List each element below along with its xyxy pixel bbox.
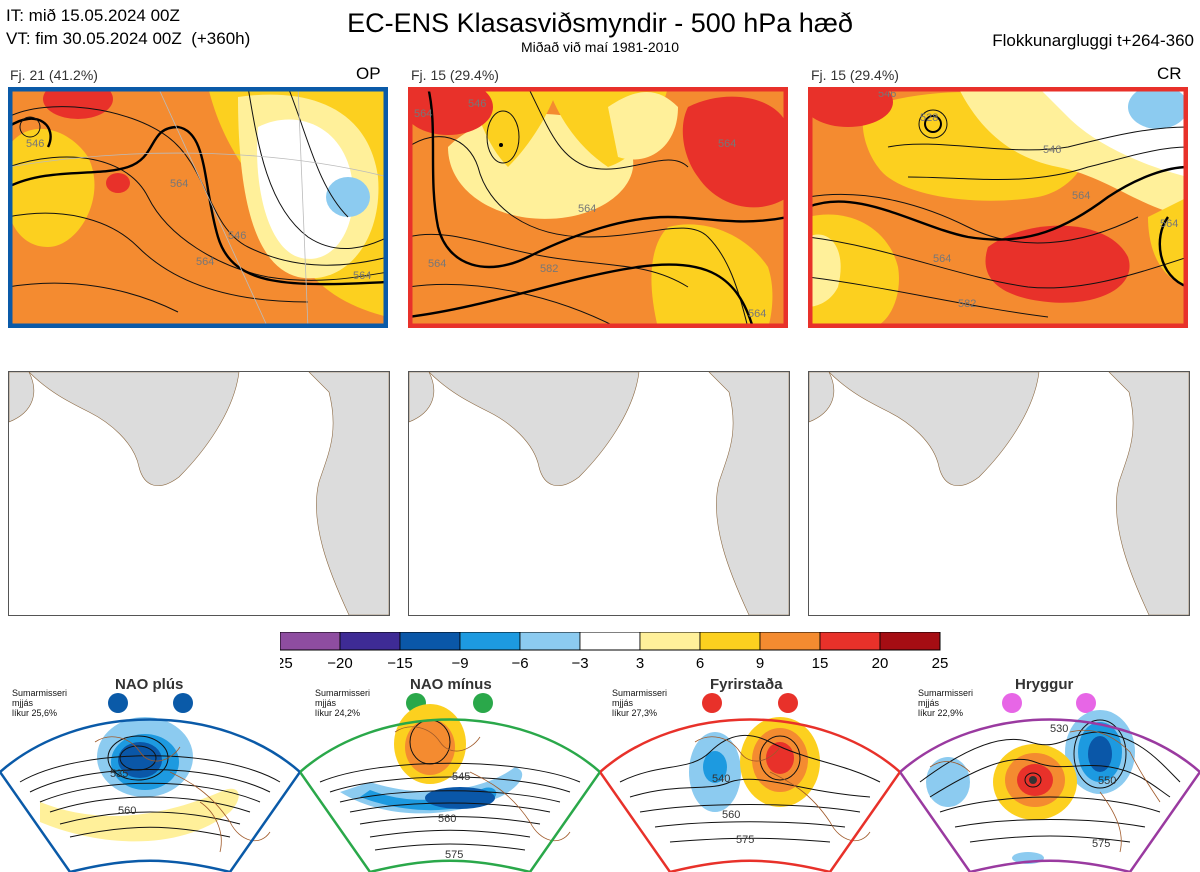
colorbar-tick-label: 15 bbox=[812, 655, 829, 672]
cluster-1-tag: OP bbox=[356, 64, 381, 83]
cluster-3-lower-map bbox=[808, 371, 1190, 616]
colorbar-cell bbox=[459, 631, 521, 651]
regime-blocking-contour-2: 560 bbox=[722, 809, 740, 821]
svg-text:528: 528 bbox=[920, 112, 938, 124]
regime-blocking-note: Sumarmisseri mjjás líkur 27,3% bbox=[612, 688, 668, 718]
colorbar-cells bbox=[279, 631, 941, 651]
svg-text:564: 564 bbox=[414, 108, 432, 120]
colorbar-cell bbox=[339, 631, 401, 651]
svg-text:564: 564 bbox=[170, 178, 188, 190]
cluster-2-lower-map bbox=[408, 371, 790, 616]
svg-text:564: 564 bbox=[353, 270, 371, 282]
colorbar-tick-label: −15 bbox=[387, 655, 412, 672]
regime-ridge-title: Hryggur bbox=[1015, 676, 1074, 693]
svg-text:564: 564 bbox=[718, 138, 736, 150]
colorbar-tick-label: 6 bbox=[696, 655, 704, 672]
colorbar-tick-label: −9 bbox=[451, 655, 468, 672]
colorbar-tick-label: 3 bbox=[636, 655, 644, 672]
cluster-3-tag: CR bbox=[1157, 64, 1182, 83]
colorbar-cell bbox=[879, 631, 941, 651]
regime-nao-plus-title: NAO plús bbox=[115, 676, 184, 693]
svg-text:564: 564 bbox=[578, 203, 596, 215]
colorbar-cell bbox=[819, 631, 881, 651]
svg-text:564: 564 bbox=[196, 256, 214, 268]
header-times: IT: mið 15.05.2024 00Z VT: fim 30.05.202… bbox=[6, 4, 250, 50]
regime-nao-minus-contour-1: 545 bbox=[452, 771, 470, 783]
colorbar-tick-label: −6 bbox=[511, 655, 528, 672]
regime-nao-plus-contour-1: 535 bbox=[110, 768, 128, 780]
page-title: EC-ENS Klasasviðsmyndir - 500 hPa hæð bbox=[347, 8, 853, 38]
regime-nao-minus-contour-3: 575 bbox=[445, 849, 463, 861]
svg-text:564: 564 bbox=[933, 253, 951, 265]
colorbar-tick-label: 25 bbox=[932, 655, 949, 672]
page-subtitle: Miðað við maí 1981-2010 bbox=[521, 39, 679, 55]
svg-text:564: 564 bbox=[1160, 218, 1178, 230]
cluster-2-map: 546 564 564 564 582 564 564 bbox=[408, 87, 788, 328]
svg-text:564: 564 bbox=[428, 258, 446, 270]
svg-text:582: 582 bbox=[540, 263, 558, 275]
colorbar-ticks: −25 −20 −15 −9 −6 −3 3 6 9 15 20 25 bbox=[267, 655, 949, 672]
regime-blocking-contour-3: 575 bbox=[736, 834, 754, 846]
colorbar-cell bbox=[699, 631, 761, 651]
colorbar-cell bbox=[759, 631, 821, 651]
colorbar-tick-label: 20 bbox=[872, 655, 889, 672]
regime-blocking: Fyrirstaða Sumarmisseri mjjás líkur 27,3… bbox=[600, 672, 900, 872]
regime-ridge: Hryggur Sumarmisseri mjjás líkur 22,9% 5… bbox=[900, 672, 1200, 872]
colorbar-cell bbox=[519, 631, 581, 651]
svg-text:582: 582 bbox=[958, 298, 976, 310]
colorbar-tick-label: 9 bbox=[756, 655, 764, 672]
cluster-1-map: 546 564 546 564 564 bbox=[8, 87, 388, 328]
colorbar: −25 −20 −15 −9 −6 −3 3 6 9 15 20 25 bbox=[267, 631, 960, 677]
regime-nao-minus-contour-2: 560 bbox=[438, 813, 456, 825]
regime-blocking-contour-1: 540 bbox=[712, 773, 730, 785]
regime-nao-plus-note: Sumarmisseri mjjás líkur 25,6% bbox=[12, 688, 68, 718]
colorbar-cell bbox=[639, 631, 701, 651]
svg-text:546: 546 bbox=[1043, 144, 1061, 156]
colorbar-cell bbox=[579, 631, 641, 651]
svg-text:546: 546 bbox=[228, 230, 246, 242]
colorbar-tick-label: −20 bbox=[327, 655, 352, 672]
regime-nao-plus: NAO plús Sumarmisseri mjjás líkur 25,6% … bbox=[0, 672, 300, 872]
regime-nao-plus-contour-2: 560 bbox=[118, 805, 136, 817]
regime-ridge-note: Sumarmisseri mjjás líkur 22,9% bbox=[918, 688, 974, 718]
cluster-1-lower-map bbox=[8, 371, 390, 616]
regime-ridge-contour-1: 530 bbox=[1050, 723, 1068, 735]
cluster-3-map: 546 528 546 564 564 582 564 bbox=[808, 87, 1188, 328]
cluster-3-label: Fj. 15 (29.4%) bbox=[811, 67, 899, 83]
regime-nao-minus: NAO mínus Sumarmisseri mjjás líkur 24,2%… bbox=[300, 672, 600, 872]
cluster-1-label: Fj. 21 (41.2%) bbox=[10, 67, 98, 83]
colorbar-cell bbox=[399, 631, 461, 651]
regime-nao-minus-title: NAO mínus bbox=[410, 676, 492, 693]
regime-blocking-title: Fyrirstaða bbox=[710, 676, 783, 693]
valid-time: VT: fim 30.05.2024 00Z (+360h) bbox=[6, 29, 251, 48]
svg-text:564: 564 bbox=[748, 308, 766, 320]
cluster-2-label: Fj. 15 (29.4%) bbox=[411, 67, 499, 83]
regime-nao-minus-note: Sumarmisseri mjjás líkur 24,2% bbox=[315, 688, 371, 718]
regime-ridge-contour-2: 550 bbox=[1098, 775, 1116, 787]
svg-text:546: 546 bbox=[26, 138, 44, 150]
init-time: IT: mið 15.05.2024 00Z bbox=[6, 6, 180, 25]
colorbar-tick-label: −25 bbox=[280, 655, 293, 672]
svg-text:546: 546 bbox=[468, 98, 486, 110]
cluster-window: Flokkunargluggi t+264-360 bbox=[992, 31, 1194, 50]
regime-ridge-contour-3: 575 bbox=[1092, 838, 1110, 850]
svg-text:564: 564 bbox=[1072, 190, 1090, 202]
colorbar-cell bbox=[279, 631, 341, 651]
colorbar-tick-label: −3 bbox=[571, 655, 588, 672]
